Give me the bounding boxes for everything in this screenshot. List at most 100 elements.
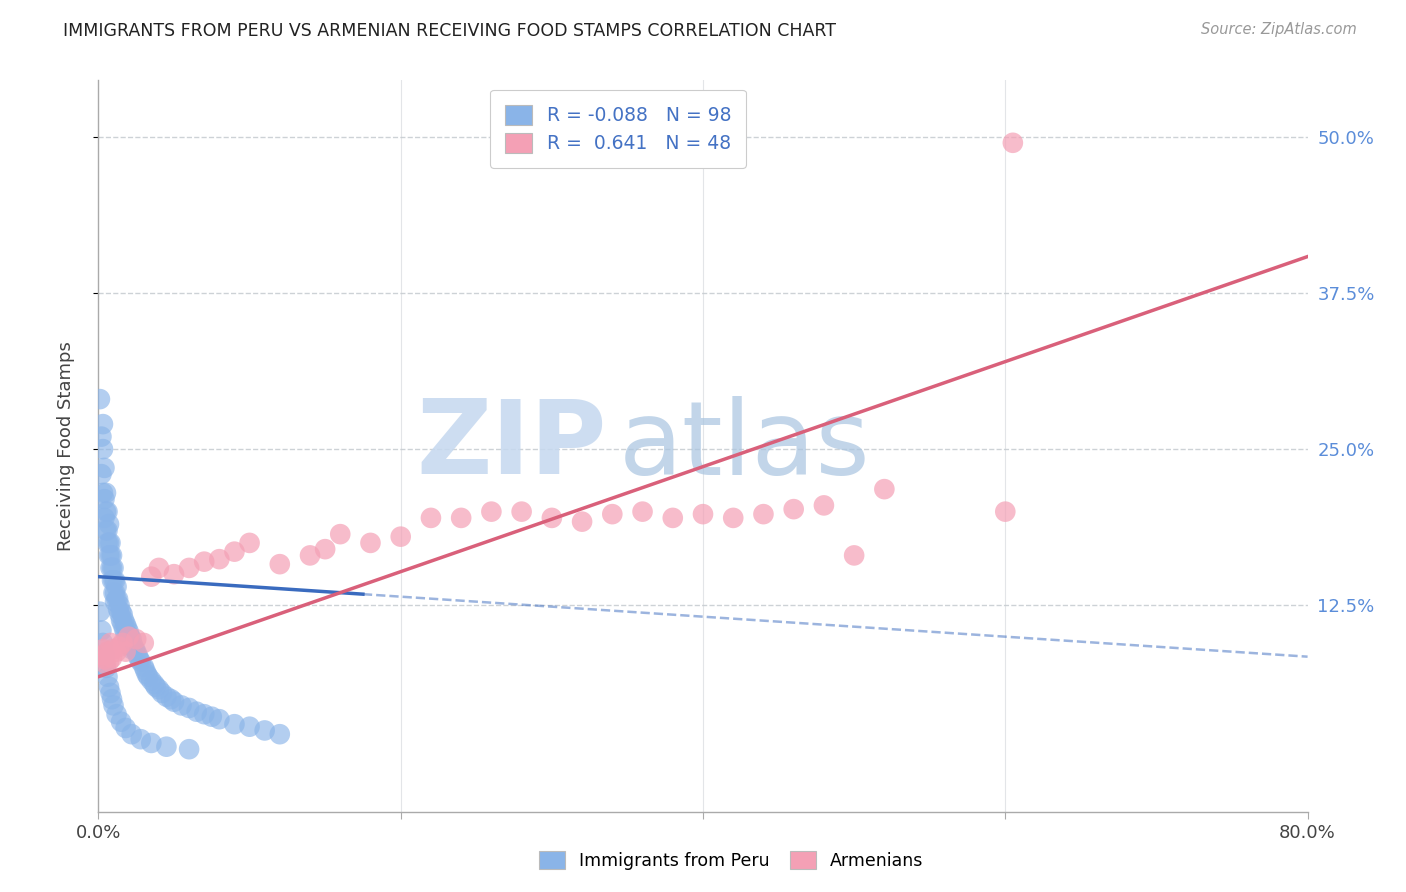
Point <box>661 511 683 525</box>
Point <box>89 392 111 406</box>
Point <box>103 642 125 657</box>
Point <box>481 505 503 519</box>
Point <box>110 605 132 619</box>
Point <box>115 621 138 635</box>
Point <box>143 677 166 691</box>
Point <box>170 698 193 713</box>
Point <box>118 630 141 644</box>
Point <box>91 486 114 500</box>
Point <box>132 636 155 650</box>
Point <box>107 592 129 607</box>
Point <box>994 505 1017 519</box>
Point <box>121 727 143 741</box>
Point <box>120 639 142 653</box>
Point <box>602 507 624 521</box>
Point <box>100 561 122 575</box>
Point <box>94 657 117 672</box>
Point <box>101 561 124 575</box>
Point <box>100 686 122 700</box>
Point <box>108 607 131 622</box>
Point <box>96 524 118 538</box>
Point <box>101 549 124 563</box>
Point <box>571 515 593 529</box>
Point <box>124 642 146 657</box>
Point <box>510 505 533 519</box>
Point <box>752 507 775 521</box>
Point <box>128 652 150 666</box>
Point <box>141 569 163 583</box>
Point <box>148 682 170 697</box>
Point <box>120 630 142 644</box>
Point <box>360 536 382 550</box>
Point <box>93 461 115 475</box>
Point <box>129 732 152 747</box>
Point <box>125 632 148 647</box>
Point <box>132 659 155 673</box>
Point <box>101 574 124 588</box>
Point <box>723 511 745 525</box>
Point <box>112 614 135 628</box>
Point <box>208 552 231 566</box>
Point <box>115 630 138 644</box>
Point <box>105 707 128 722</box>
Point <box>118 624 141 639</box>
Point <box>96 536 118 550</box>
Point <box>104 595 127 609</box>
Point <box>91 417 114 431</box>
Point <box>103 561 125 575</box>
Point <box>96 645 118 659</box>
Point <box>141 673 163 688</box>
Point <box>163 695 186 709</box>
Point <box>114 617 136 632</box>
Point <box>239 720 262 734</box>
Point <box>224 717 246 731</box>
Point <box>105 645 128 659</box>
Point <box>813 499 835 513</box>
Point <box>299 549 322 563</box>
Point <box>450 511 472 525</box>
Point <box>94 505 117 519</box>
Point <box>103 574 125 588</box>
Legend: R = -0.088   N = 98, R =  0.641   N = 48: R = -0.088 N = 98, R = 0.641 N = 48 <box>491 90 747 169</box>
Point <box>253 723 276 738</box>
Point <box>127 648 149 663</box>
Point <box>103 698 125 713</box>
Point <box>692 507 714 521</box>
Point <box>90 648 112 663</box>
Point <box>110 614 132 628</box>
Point <box>91 442 114 457</box>
Point <box>314 542 336 557</box>
Point <box>98 517 121 532</box>
Point <box>94 661 117 675</box>
Point <box>98 680 121 694</box>
Point <box>111 607 134 622</box>
Point <box>91 636 114 650</box>
Point <box>108 640 131 654</box>
Point <box>155 690 177 704</box>
Point <box>100 536 122 550</box>
Point <box>1001 136 1024 150</box>
Point <box>145 680 167 694</box>
Point <box>114 645 136 659</box>
Point <box>201 709 224 723</box>
Point <box>96 670 118 684</box>
Point <box>269 557 291 571</box>
Point <box>783 502 806 516</box>
Text: IMMIGRANTS FROM PERU VS ARMENIAN RECEIVING FOOD STAMPS CORRELATION CHART: IMMIGRANTS FROM PERU VS ARMENIAN RECEIVI… <box>63 22 837 40</box>
Point <box>104 586 127 600</box>
Point <box>179 701 201 715</box>
Point <box>104 574 127 588</box>
Point <box>125 645 148 659</box>
Point <box>90 429 112 443</box>
Point <box>108 599 131 613</box>
Point <box>94 524 117 538</box>
Point <box>150 686 173 700</box>
Point <box>179 742 201 756</box>
Point <box>186 705 208 719</box>
Point <box>107 602 129 616</box>
Point <box>121 632 143 647</box>
Point <box>269 727 291 741</box>
Point <box>96 505 118 519</box>
Point <box>94 486 117 500</box>
Point <box>100 549 122 563</box>
